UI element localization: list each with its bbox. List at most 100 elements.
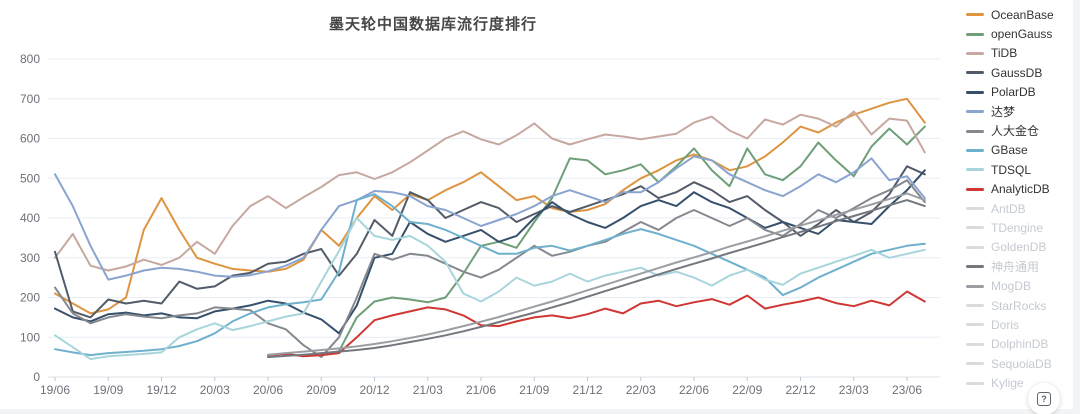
series-line-GBase — [54, 193, 926, 357]
legend-item-StarRocks[interactable]: StarRocks — [966, 296, 1080, 315]
x-axis-label: 20/09 — [306, 383, 336, 397]
legend-label: MogDB — [991, 279, 1032, 294]
x-axis-label: 23/03 — [839, 383, 869, 397]
legend-item-TDengine[interactable]: TDengine — [966, 218, 1080, 237]
legend-label: GaussDB — [991, 65, 1043, 80]
legend-item-MogDB[interactable]: MogDB — [966, 276, 1080, 295]
legend-item-Doris[interactable]: Doris — [966, 315, 1080, 334]
legend-swatch-icon — [966, 207, 984, 211]
legend-item-人大金仓[interactable]: 人大金仓 — [966, 121, 1080, 140]
legend-item-AntDB[interactable]: AntDB — [966, 199, 1080, 218]
legend-swatch-icon — [966, 168, 984, 172]
y-axis-label: 400 — [20, 211, 40, 225]
legend-item-PolarDB[interactable]: PolarDB — [966, 83, 1080, 102]
chart-title: 墨天轮中国数据库流行度排行 — [328, 16, 537, 33]
series-line-OceanBase — [54, 97, 926, 315]
series-line-MogDB — [267, 192, 926, 356]
legend-item-AnalyticDB[interactable]: AnalyticDB — [966, 180, 1080, 199]
series-line-达梦 — [54, 155, 926, 281]
legend-label: DolphinDB — [991, 337, 1049, 352]
page-right-margin — [1073, 0, 1080, 414]
series-line-GaussDB — [54, 165, 926, 319]
series-line-AnalyticDB — [267, 290, 926, 358]
legend-item-openGauss[interactable]: openGauss — [966, 24, 1080, 43]
y-axis-label: 700 — [20, 92, 40, 106]
legend-swatch-icon — [966, 226, 984, 230]
series-line-人大金仓 — [54, 179, 926, 359]
series-line-openGauss — [320, 125, 926, 357]
legend-label: OceanBase — [991, 7, 1054, 22]
legend-item-SequoiaDB[interactable]: SequoiaDB — [966, 354, 1080, 373]
legend-swatch-icon — [966, 265, 984, 269]
legend-item-达梦[interactable]: 达梦 — [966, 102, 1080, 121]
legend-swatch-icon — [966, 110, 984, 114]
legend-label: Kylige — [991, 376, 1024, 391]
legend-swatch-icon — [966, 129, 984, 133]
help-button[interactable]: ? — [1028, 383, 1060, 414]
x-axis-label: 22/09 — [732, 383, 762, 397]
y-axis-label: 800 — [20, 52, 40, 66]
legend-item-OceanBase[interactable]: OceanBase — [966, 5, 1080, 24]
y-axis-label: 500 — [20, 171, 40, 185]
legend-label: PolarDB — [991, 85, 1036, 100]
x-axis-label: 22/12 — [785, 383, 815, 397]
legend-swatch-icon — [966, 90, 984, 94]
x-axis-label: 20/12 — [359, 383, 389, 397]
x-axis-label: 19/09 — [93, 383, 123, 397]
legend-label: GBase — [991, 143, 1028, 158]
x-axis-label: 19/12 — [146, 383, 176, 397]
legend-swatch-icon — [966, 148, 984, 152]
legend-label: 人大金仓 — [991, 124, 1040, 139]
legend-swatch-icon — [966, 284, 984, 288]
legend-label: AntDB — [991, 201, 1026, 216]
legend-label: AnalyticDB — [991, 182, 1050, 197]
legend-label: TiDB — [991, 46, 1018, 61]
legend-swatch-icon — [966, 323, 984, 327]
legend-swatch-icon — [966, 342, 984, 346]
legend-label: GoldenDB — [991, 240, 1047, 255]
y-axis-label: 300 — [20, 251, 40, 265]
x-axis-label: 23/06 — [892, 383, 922, 397]
legend-swatch-icon — [966, 381, 984, 385]
legend-item-DolphinDB[interactable]: DolphinDB — [966, 335, 1080, 354]
x-axis-label: 21/12 — [572, 383, 602, 397]
page-bottom-margin — [0, 409, 1080, 414]
legend-item-TiDB[interactable]: TiDB — [966, 44, 1080, 63]
x-axis-label: 21/06 — [466, 383, 496, 397]
legend-item-GaussDB[interactable]: GaussDB — [966, 63, 1080, 82]
y-axis-label: 600 — [20, 132, 40, 146]
legend-swatch-icon — [966, 71, 984, 75]
x-axis-label: 21/09 — [519, 383, 549, 397]
series-line-神舟通用 — [267, 199, 926, 359]
legend-swatch-icon — [966, 51, 984, 55]
legend-item-TDSQL[interactable]: TDSQL — [966, 160, 1080, 179]
legend-item-Kylige[interactable]: Kylige — [966, 373, 1080, 392]
legend-item-GBase[interactable]: GBase — [966, 141, 1080, 160]
x-axis-label: 22/06 — [679, 383, 709, 397]
legend-label: openGauss — [991, 27, 1053, 42]
legend-label: TDSQL — [991, 162, 1032, 177]
y-axis-label: 0 — [33, 370, 40, 384]
x-axis-label: 20/03 — [200, 383, 230, 397]
y-axis-label: 100 — [20, 330, 40, 344]
legend-swatch-icon — [966, 13, 984, 17]
legend-swatch-icon — [966, 304, 984, 308]
legend-item-神舟通用[interactable]: 神舟通用 — [966, 257, 1080, 276]
legend-item-GoldenDB[interactable]: GoldenDB — [966, 238, 1080, 257]
legend-label: 神舟通用 — [991, 259, 1040, 274]
legend-swatch-icon — [966, 245, 984, 249]
x-axis-label: 20/06 — [253, 383, 283, 397]
series-line-TDSQL — [54, 217, 926, 361]
legend-swatch-icon — [966, 362, 984, 366]
legend-label: SequoiaDB — [991, 356, 1052, 371]
x-axis-label: 21/03 — [413, 383, 443, 397]
legend-swatch-icon — [966, 187, 984, 191]
help-icon: ? — [1037, 392, 1051, 406]
legend-label: 达梦 — [991, 104, 1016, 119]
x-axis-label: 22/03 — [626, 383, 656, 397]
x-axis-label: 19/06 — [40, 383, 70, 397]
series-line-TiDB — [54, 110, 926, 272]
series-line-PolarDB — [54, 169, 926, 335]
